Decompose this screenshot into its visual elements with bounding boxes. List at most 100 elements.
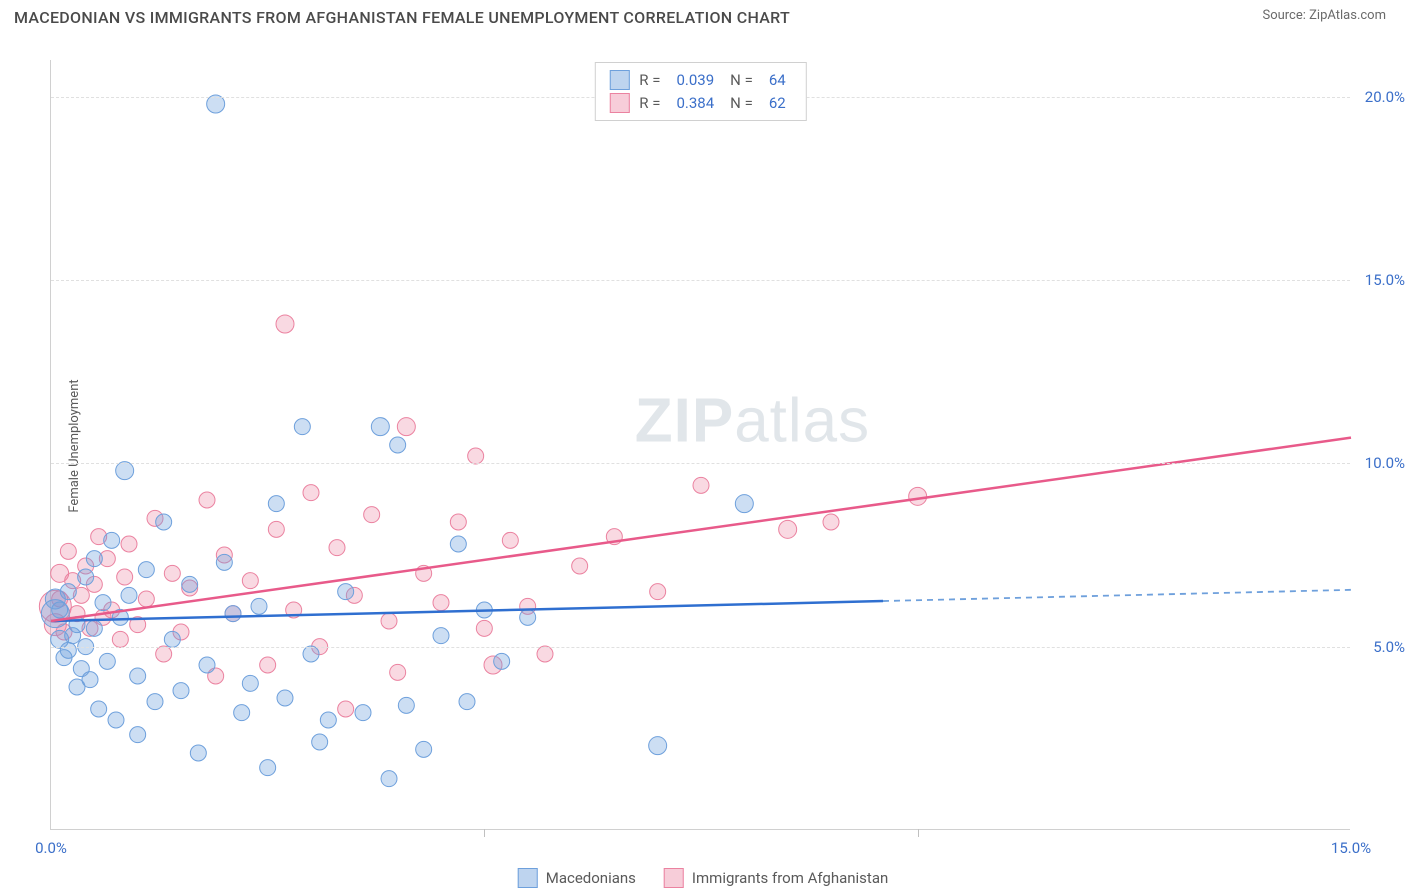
bottom-legend-pink: Immigrants from Afghanistan xyxy=(664,868,888,888)
scatter-point xyxy=(303,646,319,662)
scatter-point xyxy=(91,701,107,717)
trend-line xyxy=(51,438,1351,621)
scatter-point xyxy=(909,487,927,505)
legend-swatch-blue xyxy=(609,70,629,90)
x-tick-label: 15.0% xyxy=(1331,839,1371,857)
scatter-point xyxy=(650,584,666,600)
scatter-point xyxy=(60,642,76,658)
scatter-point xyxy=(433,628,449,644)
chart-source: Source: ZipAtlas.com xyxy=(1262,8,1386,23)
scatter-point xyxy=(398,697,414,713)
legend-row-pink: R = 0.384 N = 62 xyxy=(609,92,791,115)
scatter-point xyxy=(207,95,225,113)
scatter-point xyxy=(251,598,267,614)
scatter-point xyxy=(130,668,146,684)
bottom-label-pink: Immigrants from Afghanistan xyxy=(692,869,888,887)
scatter-point xyxy=(199,657,215,673)
legend-swatch-pink xyxy=(609,93,629,113)
scatter-point xyxy=(164,631,180,647)
scatter-point xyxy=(502,532,518,548)
r-value-blue: 0.039 xyxy=(676,69,714,92)
bottom-legend: Macedonians Immigrants from Afghanistan xyxy=(518,868,889,888)
scatter-point xyxy=(572,558,588,574)
scatter-point xyxy=(468,448,484,464)
scatter-point xyxy=(225,606,241,622)
scatter-point xyxy=(268,521,284,537)
scatter-point xyxy=(303,485,319,501)
scatter-point xyxy=(537,646,553,662)
bottom-label-blue: Macedonians xyxy=(546,869,636,887)
scatter-point xyxy=(371,418,389,436)
scatter-point xyxy=(116,462,134,480)
grid-line xyxy=(51,647,1350,648)
scatter-point xyxy=(364,507,380,523)
scatter-point xyxy=(268,496,284,512)
scatter-point xyxy=(138,562,154,578)
scatter-point xyxy=(338,701,354,717)
scatter-point xyxy=(199,492,215,508)
scatter-point xyxy=(276,315,294,333)
chart-plot-area: R = 0.039 N = 64 R = 0.384 N = 62 ZIPatl… xyxy=(50,60,1350,830)
y-tick-label: 15.0% xyxy=(1365,271,1405,289)
scatter-point xyxy=(130,727,146,743)
r-label: R = xyxy=(639,69,660,92)
scatter-point xyxy=(329,540,345,556)
scatter-plot-svg xyxy=(51,60,1350,829)
scatter-point xyxy=(108,712,124,728)
y-tick-label: 10.0% xyxy=(1365,454,1405,472)
x-tick-label: 0.0% xyxy=(35,839,67,857)
grid-line xyxy=(51,280,1350,281)
y-tick-label: 5.0% xyxy=(1373,638,1405,656)
scatter-point xyxy=(693,477,709,493)
scatter-point xyxy=(397,418,415,436)
scatter-point xyxy=(164,565,180,581)
scatter-point xyxy=(121,587,137,603)
scatter-point xyxy=(138,591,154,607)
scatter-point xyxy=(60,584,76,600)
scatter-point xyxy=(520,609,536,625)
scatter-point xyxy=(78,569,94,585)
n-value-pink: 62 xyxy=(769,92,786,115)
scatter-point xyxy=(390,664,406,680)
scatter-point xyxy=(381,771,397,787)
scatter-point xyxy=(242,675,258,691)
scatter-point xyxy=(390,437,406,453)
y-tick-label: 20.0% xyxy=(1365,88,1405,106)
r-label: R = xyxy=(639,92,660,115)
scatter-point xyxy=(260,760,276,776)
scatter-point xyxy=(60,543,76,559)
scatter-point xyxy=(320,712,336,728)
scatter-point xyxy=(117,569,133,585)
scatter-point xyxy=(494,653,510,669)
scatter-point xyxy=(147,694,163,710)
scatter-point xyxy=(735,495,753,513)
n-label: N = xyxy=(730,69,753,92)
scatter-point xyxy=(52,602,68,618)
bottom-swatch-blue xyxy=(518,868,538,888)
scatter-point xyxy=(260,657,276,673)
legend-row-blue: R = 0.039 N = 64 xyxy=(609,69,791,92)
scatter-point xyxy=(779,520,797,538)
n-value-blue: 64 xyxy=(769,69,786,92)
scatter-point xyxy=(99,653,115,669)
scatter-point xyxy=(277,690,293,706)
scatter-point xyxy=(82,672,98,688)
scatter-point xyxy=(104,532,120,548)
scatter-point xyxy=(450,536,466,552)
scatter-point xyxy=(95,595,111,611)
scatter-point xyxy=(190,745,206,761)
scatter-point xyxy=(459,694,475,710)
n-label: N = xyxy=(730,92,753,115)
scatter-point xyxy=(86,620,102,636)
scatter-point xyxy=(234,705,250,721)
scatter-point xyxy=(216,554,232,570)
trend-line-dashed xyxy=(883,590,1351,601)
scatter-point xyxy=(649,737,667,755)
scatter-point xyxy=(416,741,432,757)
scatter-point xyxy=(156,514,172,530)
scatter-point xyxy=(182,576,198,592)
bottom-legend-blue: Macedonians xyxy=(518,868,636,888)
scatter-point xyxy=(173,683,189,699)
scatter-point xyxy=(355,705,371,721)
scatter-point xyxy=(312,734,328,750)
